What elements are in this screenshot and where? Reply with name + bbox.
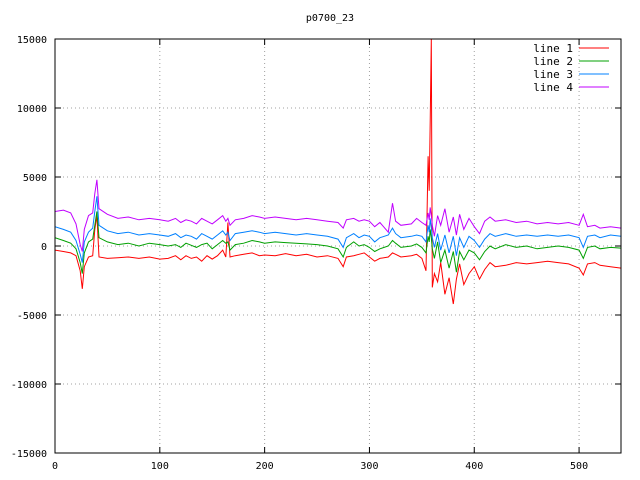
x-tick-label-4: 400 bbox=[465, 461, 483, 472]
y-tick-label-2: -5000 bbox=[17, 311, 47, 322]
x-tick-label-0: 0 bbox=[52, 461, 58, 472]
y-tick-label-1: -10000 bbox=[11, 380, 47, 391]
legend-label-1: line 1 bbox=[533, 42, 573, 55]
x-tick-label-3: 300 bbox=[360, 461, 378, 472]
series-line-3 bbox=[55, 196, 621, 263]
legend-label-3: line 3 bbox=[533, 68, 573, 81]
y-tick-label-6: 15000 bbox=[17, 35, 47, 46]
axis-ticks: 0 100 200 300 400 500 -15000 -10000 -5000 0 5000 10… bbox=[11, 35, 621, 472]
x-tick-label-5: 500 bbox=[570, 461, 588, 472]
plot-series bbox=[55, 39, 621, 305]
y-tick-label-4: 5000 bbox=[23, 173, 47, 184]
y-tick-label-0: -15000 bbox=[11, 449, 47, 460]
series-line-4 bbox=[55, 179, 621, 252]
series-line-2 bbox=[55, 211, 621, 274]
legend-label-2: line 2 bbox=[533, 55, 573, 68]
x-tick-label-2: 200 bbox=[256, 461, 274, 472]
y-tick-label-3: 0 bbox=[41, 242, 47, 253]
x-tick-label-1: 100 bbox=[151, 461, 169, 472]
chart-title: p0700_23 bbox=[306, 13, 354, 24]
series-line-1 bbox=[55, 39, 621, 305]
legend-label-4: line 4 bbox=[533, 81, 573, 94]
y-tick-label-5: 10000 bbox=[17, 104, 47, 115]
grid-lines bbox=[55, 39, 621, 453]
